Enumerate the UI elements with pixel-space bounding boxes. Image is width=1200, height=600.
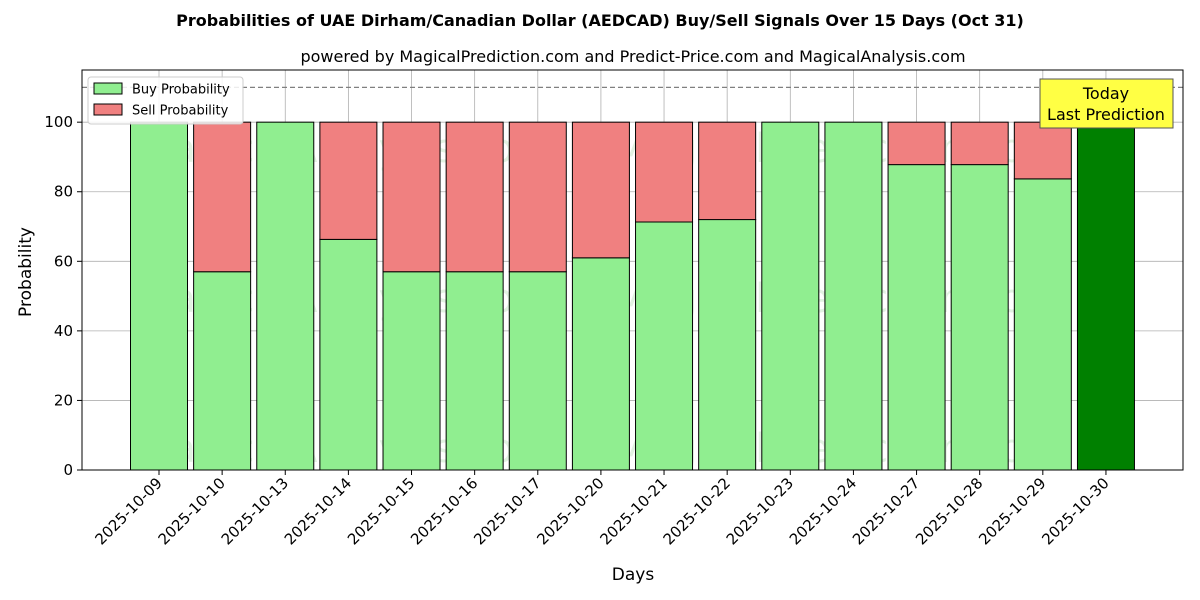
bars-layer xyxy=(130,121,1135,471)
y-tick-label: 100 xyxy=(44,113,73,131)
legend: Buy Probability Sell Probability xyxy=(87,76,244,125)
sell-bar xyxy=(445,121,504,273)
buy-bar xyxy=(445,271,504,471)
y-tick-label: 60 xyxy=(54,252,73,270)
today-annotation: Today Last Prediction xyxy=(1039,78,1174,129)
sell-bar xyxy=(950,121,1009,166)
sell-bar xyxy=(193,121,252,273)
sell-bar xyxy=(887,121,946,166)
x-tick-label: 2025-10-16 xyxy=(407,474,481,548)
x-tick-label: 2025-10-17 xyxy=(470,474,544,548)
y-tick-label: 80 xyxy=(54,183,73,201)
x-tick-label: 2025-10-28 xyxy=(912,474,986,548)
y-tick-label: 0 xyxy=(63,461,73,479)
x-tick-label: 2025-10-09 xyxy=(91,474,165,548)
annotation-text: Last Prediction xyxy=(1047,105,1165,124)
sell-bar xyxy=(698,121,757,221)
sell-bar xyxy=(635,121,694,223)
buy-bar xyxy=(887,164,946,471)
buy-bar xyxy=(698,219,757,471)
buy-bar xyxy=(508,271,567,471)
buy-bar xyxy=(382,271,441,471)
buy-bar xyxy=(761,121,820,471)
sell-bar xyxy=(382,121,441,273)
legend-box xyxy=(87,76,244,125)
buy-bar xyxy=(1013,178,1072,471)
buy-bar xyxy=(319,238,378,471)
buy-bar xyxy=(571,257,630,471)
x-axis-label: Days xyxy=(612,565,655,585)
sell-bar xyxy=(1013,121,1072,180)
chart-title: Probabilities of UAE Dirham/Canadian Dol… xyxy=(176,11,1024,30)
legend-label: Sell Probability xyxy=(132,104,229,119)
buy-bar xyxy=(950,164,1009,471)
sell-bar xyxy=(319,121,378,240)
legend-swatch xyxy=(93,82,123,95)
x-tick-label: 2025-10-27 xyxy=(849,474,923,548)
x-tick-label: 2025-10-14 xyxy=(281,474,355,548)
x-tick-label: 2025-10-24 xyxy=(786,474,860,548)
x-tick-label: 2025-10-13 xyxy=(218,474,292,548)
annotation-box xyxy=(1039,78,1174,129)
legend-label: Buy Probability xyxy=(132,83,230,98)
buy-bar xyxy=(256,121,315,471)
chart-subtitle: powered by MagicalPrediction.com and Pre… xyxy=(300,47,965,66)
annotation-text: Today xyxy=(1082,84,1129,103)
x-tick-label: 2025-10-21 xyxy=(596,474,670,548)
sell-bar xyxy=(571,121,630,259)
x-tick-label: 2025-10-23 xyxy=(723,474,797,548)
buy-bar xyxy=(635,221,694,471)
y-axis-label: Probability xyxy=(16,227,36,317)
legend-swatch xyxy=(93,103,123,116)
plot-frame xyxy=(81,69,1184,471)
buy-bar xyxy=(824,121,883,471)
buy-bar xyxy=(193,271,252,471)
y-tick-label: 40 xyxy=(54,322,73,340)
x-tick-label: 2025-10-30 xyxy=(1038,474,1112,548)
x-tick-label: 2025-10-15 xyxy=(344,474,418,548)
sell-bar xyxy=(508,121,567,273)
buy-bar xyxy=(130,121,188,471)
x-tick-label: 2025-10-20 xyxy=(533,474,607,548)
x-tick-label: 2025-10-29 xyxy=(975,474,1049,548)
buy-bar xyxy=(1076,121,1135,471)
x-tick-label: 2025-10-10 xyxy=(155,474,229,548)
x-tick-label: 2025-10-22 xyxy=(660,474,734,548)
y-tick-label: 20 xyxy=(54,391,73,409)
